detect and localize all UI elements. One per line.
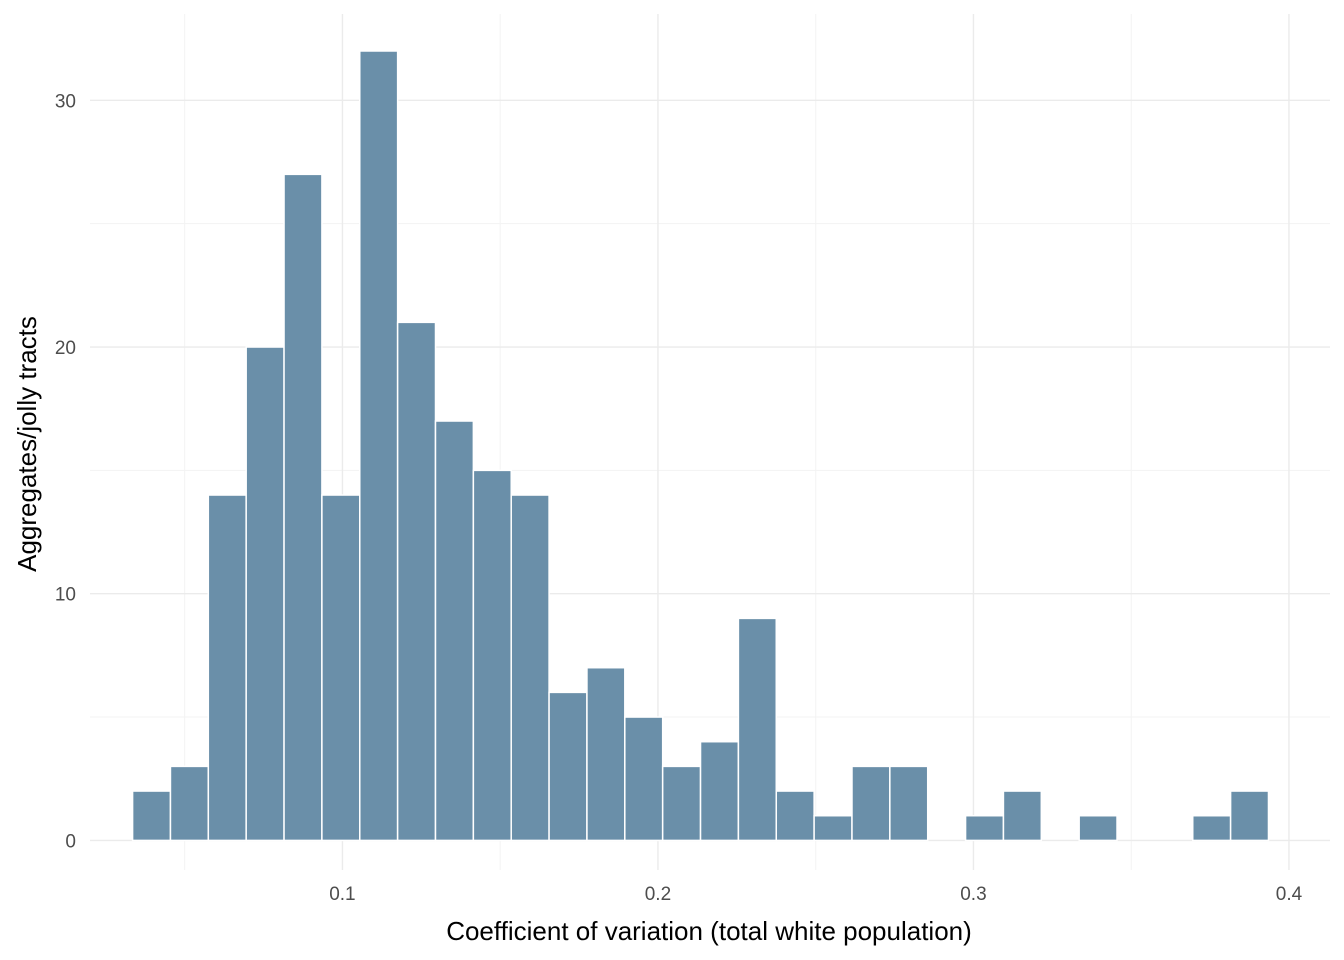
histogram-bar bbox=[851, 765, 891, 842]
histogram-bar bbox=[434, 420, 475, 842]
x-tick-label: 0.2 bbox=[645, 884, 671, 905]
histogram-bar bbox=[813, 814, 853, 842]
x-tick-label: 0.4 bbox=[1276, 884, 1303, 905]
histogram-bar bbox=[169, 765, 210, 842]
histogram-bar bbox=[472, 469, 512, 842]
histogram-bar bbox=[207, 494, 247, 842]
histogram-bar bbox=[737, 617, 778, 842]
x-axis-title: Coefficient of variation (total white po… bbox=[446, 916, 972, 946]
histogram-bar bbox=[699, 740, 740, 842]
y-tick-label: 0 bbox=[65, 831, 76, 852]
histogram-bar bbox=[775, 790, 815, 842]
histogram-bars bbox=[131, 50, 1270, 842]
histogram-bar bbox=[283, 173, 323, 842]
histogram-bar bbox=[1191, 814, 1232, 842]
histogram-bar bbox=[245, 346, 285, 842]
histogram-bar bbox=[1229, 790, 1270, 842]
x-axis-ticks: 0.1 0.2 0.3 0.4 bbox=[329, 884, 1302, 905]
histogram-bar bbox=[586, 666, 626, 842]
histogram-bar bbox=[548, 691, 588, 842]
y-axis-title: Aggregates/jolly tracts bbox=[12, 316, 42, 572]
histogram-bar bbox=[510, 494, 550, 842]
y-tick-label: 10 bbox=[55, 585, 76, 606]
x-tick-label: 0.3 bbox=[960, 884, 986, 905]
x-tick-label: 0.1 bbox=[329, 884, 355, 905]
y-tick-label: 20 bbox=[55, 338, 76, 359]
histogram-bar bbox=[964, 814, 1005, 842]
histogram-bar bbox=[624, 716, 664, 842]
histogram-bar bbox=[396, 321, 437, 842]
histogram-bar bbox=[131, 790, 172, 842]
histogram-bar bbox=[1002, 790, 1043, 842]
y-axis-ticks: 0 10 20 30 bbox=[55, 91, 76, 852]
histogram-bar bbox=[661, 765, 702, 842]
y-tick-label: 30 bbox=[55, 91, 76, 112]
histogram-bar bbox=[889, 765, 929, 842]
histogram-bar bbox=[1078, 814, 1118, 842]
histogram-bar bbox=[359, 50, 399, 842]
histogram-bar bbox=[321, 494, 361, 842]
